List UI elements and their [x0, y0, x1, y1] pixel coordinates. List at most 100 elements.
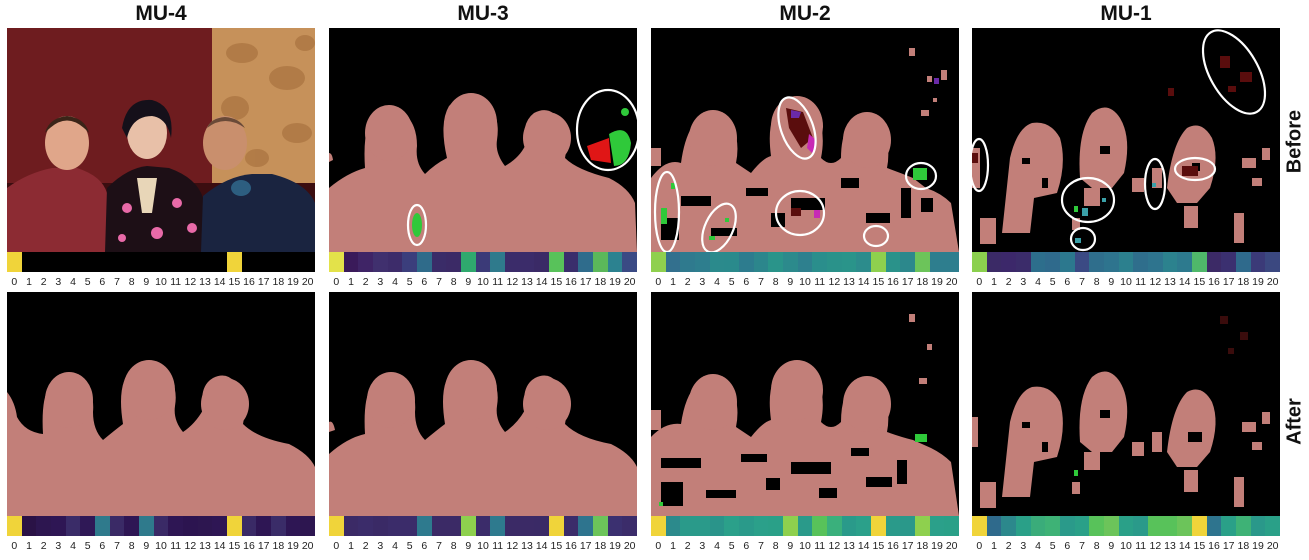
class-color-cell	[856, 516, 872, 536]
class-tick-label: 10	[155, 276, 167, 288]
class-color-cell	[109, 252, 125, 272]
class-color-cell	[972, 516, 987, 536]
class-color-cell	[197, 252, 213, 272]
class-color-cell	[1192, 516, 1207, 536]
class-color-cell	[1089, 516, 1105, 536]
class-tick-label: 2	[1005, 276, 1012, 288]
class-color-cell	[768, 516, 784, 536]
class-color-cell	[900, 252, 916, 272]
class-tick-label: 10	[799, 540, 811, 552]
class-color-cell	[607, 516, 623, 536]
class-tick-label: 4	[70, 540, 76, 552]
class-color-cell	[1060, 252, 1075, 272]
class-color-cell	[197, 516, 213, 536]
class-color-cell	[1162, 516, 1178, 536]
class-tick-label: 3	[55, 540, 62, 552]
class-tick-label: 12	[828, 276, 841, 288]
class-tick-label: 10	[799, 276, 811, 288]
class-tick-label: 12	[506, 540, 519, 552]
class-color-cell	[885, 516, 901, 536]
class-color-cell	[358, 252, 374, 272]
class-tick-label: 12	[184, 540, 197, 552]
class-color-cell	[1206, 516, 1222, 536]
class-color-cell	[549, 516, 564, 536]
class-color-cell	[475, 252, 491, 272]
class-color-cell	[475, 516, 491, 536]
highlight-circle	[1143, 157, 1167, 211]
highlight-circle	[1201, 29, 1267, 115]
column-title-mu4: MU-4	[135, 2, 187, 25]
class-colorbar-mu2-before	[651, 252, 960, 272]
highlight-circle	[1060, 176, 1116, 224]
segmentation-mu3-after	[329, 292, 637, 516]
class-tick-label: 13	[1164, 276, 1176, 288]
class-color-cell	[1045, 252, 1061, 272]
class-colorbar-mu1-before	[972, 252, 1281, 272]
highlight-circle	[1069, 226, 1097, 252]
class-tick-label: 12	[828, 540, 841, 552]
class-color-cell	[1074, 516, 1090, 536]
class-color-cell	[578, 516, 594, 536]
class-color-cell	[593, 516, 608, 536]
class-tick-label: 8	[1093, 276, 1100, 288]
class-tick-label: 10	[155, 540, 167, 552]
class-color-cell	[329, 252, 344, 272]
class-color-cell	[1250, 516, 1266, 536]
class-color-cell	[944, 516, 960, 536]
class-tick-label: 13	[521, 540, 533, 552]
class-color-cell	[95, 252, 110, 272]
segmentation-mu2-after	[651, 292, 959, 516]
highlight-circle	[653, 170, 681, 252]
class-color-cell	[80, 252, 96, 272]
class-color-cell	[986, 516, 1002, 536]
class-tick-label: 19	[609, 540, 621, 552]
highlight-circle	[701, 202, 737, 252]
class-color-cell	[622, 252, 638, 272]
class-color-cell	[1192, 252, 1207, 272]
class-color-cell	[709, 252, 725, 272]
class-color-cell	[1221, 516, 1237, 536]
class-tick-label: 20	[301, 276, 314, 288]
class-tick-label: 19	[287, 540, 299, 552]
class-color-cell	[373, 252, 388, 272]
class-tick-label: 14	[535, 276, 548, 288]
class-tick-label: 9	[1108, 276, 1115, 288]
class-colorbar-mu4-before	[7, 252, 316, 272]
class-color-cell	[665, 516, 681, 536]
class-tick-label: 9	[143, 276, 150, 288]
class-color-cell	[986, 252, 1002, 272]
class-tick-label: 17	[579, 276, 592, 288]
class-color-cell	[929, 516, 945, 536]
class-tick-label: 9	[787, 540, 794, 552]
class-tick-label: 4	[392, 540, 398, 552]
class-color-cell	[505, 516, 520, 536]
class-color-cell	[885, 252, 901, 272]
class-color-cell	[680, 252, 696, 272]
class-tick-label: 8	[450, 276, 457, 288]
class-tick-label: 4	[392, 276, 398, 288]
class-tick-label: 8	[772, 276, 779, 288]
class-color-cell	[227, 516, 242, 536]
class-color-cell	[1001, 516, 1017, 536]
class-color-cell	[431, 252, 447, 272]
class-color-cell	[1221, 252, 1237, 272]
class-tick-label: 4	[714, 276, 720, 288]
class-color-cell	[461, 252, 476, 272]
class-color-cell	[490, 516, 506, 536]
class-color-cell	[1089, 252, 1105, 272]
class-tick-label: 15	[228, 276, 241, 288]
class-color-cell	[387, 516, 403, 536]
class-color-cell	[534, 252, 550, 272]
class-tick-label: 15	[872, 276, 885, 288]
class-tick-label: 18	[272, 540, 285, 552]
class-ticks: 0 1 2 3 4 5 6 7 8 9 10 11 12 13 14 15 16 17 18 19 20	[972, 540, 1280, 554]
class-color-cell	[343, 252, 359, 272]
class-tick-label: 17	[1222, 276, 1235, 288]
class-color-cell	[446, 252, 462, 272]
class-tick-label: 1	[991, 540, 997, 552]
class-color-cell	[343, 516, 359, 536]
segmentation-mu3-before	[329, 28, 637, 252]
class-color-cell	[402, 252, 418, 272]
class-color-cell	[915, 252, 930, 272]
class-color-cell	[461, 516, 476, 536]
